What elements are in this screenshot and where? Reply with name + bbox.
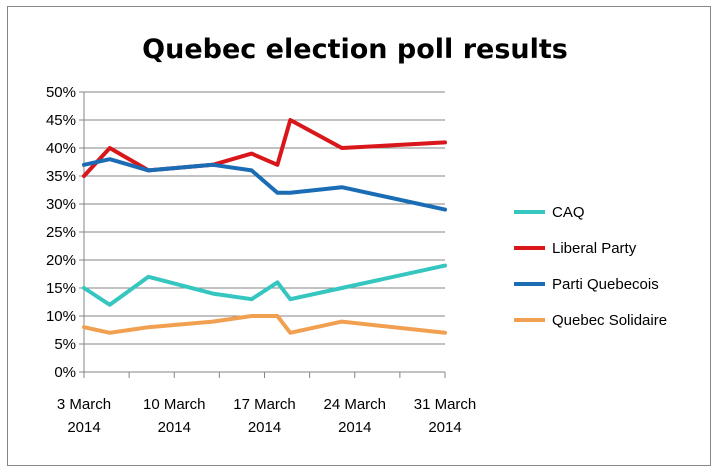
legend-label-liberal-party: Liberal Party	[552, 240, 637, 257]
chart-frame	[7, 6, 711, 466]
series-line-parti-quebecois	[82, 157, 447, 212]
y-tick-label: 30%	[46, 196, 76, 213]
x-tick-label-date: 31 March	[414, 396, 477, 413]
y-tick-label: 45%	[46, 112, 76, 129]
x-tick-label-year: 2014	[428, 419, 461, 436]
x-tick-label-year: 2014	[67, 419, 100, 436]
legend-label-caq: CAQ	[552, 204, 585, 221]
y-tick-label: 40%	[46, 140, 76, 157]
y-tick-label: 35%	[46, 168, 76, 185]
y-tick-label: 50%	[46, 84, 76, 101]
series-line-quebec-solidaire	[82, 314, 447, 335]
y-tick-label: 5%	[54, 336, 76, 353]
chart-title: Quebec election poll results	[142, 34, 568, 65]
x-axis-ticks: 3 March 2014 10 March 2014 17 March 2014 24 Ma…	[57, 372, 476, 436]
series-lines	[82, 118, 447, 335]
x-tick-label-date: 3 March	[57, 396, 111, 413]
x-tick-label-year: 2014	[248, 419, 281, 436]
y-axis-ticks: 0% 5% 10% 15% 20% 25% 30% 35% 40% 45% 50%	[46, 84, 84, 381]
y-tick-label: 25%	[46, 224, 76, 241]
series-line-liberal-party	[82, 118, 447, 178]
y-tick-label: 0%	[54, 364, 76, 381]
legend-label-quebec-solidaire: Quebec Solidaire	[552, 312, 667, 329]
x-tick-label-date: 17 March	[233, 396, 296, 413]
x-tick-label-year: 2014	[338, 419, 371, 436]
x-tick-label-date: 24 March	[323, 396, 386, 413]
x-tick-label-date: 10 March	[143, 396, 206, 413]
gridlines	[84, 91, 445, 345]
y-tick-label: 10%	[46, 308, 76, 325]
legend: CAQ Liberal Party Parti Quebecois Quebec So…	[514, 204, 667, 329]
y-tick-label: 20%	[46, 252, 76, 269]
series-line-caq	[82, 263, 447, 307]
legend-label-parti-quebecois: Parti Quebecois	[552, 276, 659, 293]
x-tick-label-year: 2014	[158, 419, 191, 436]
y-tick-label: 15%	[46, 280, 76, 297]
